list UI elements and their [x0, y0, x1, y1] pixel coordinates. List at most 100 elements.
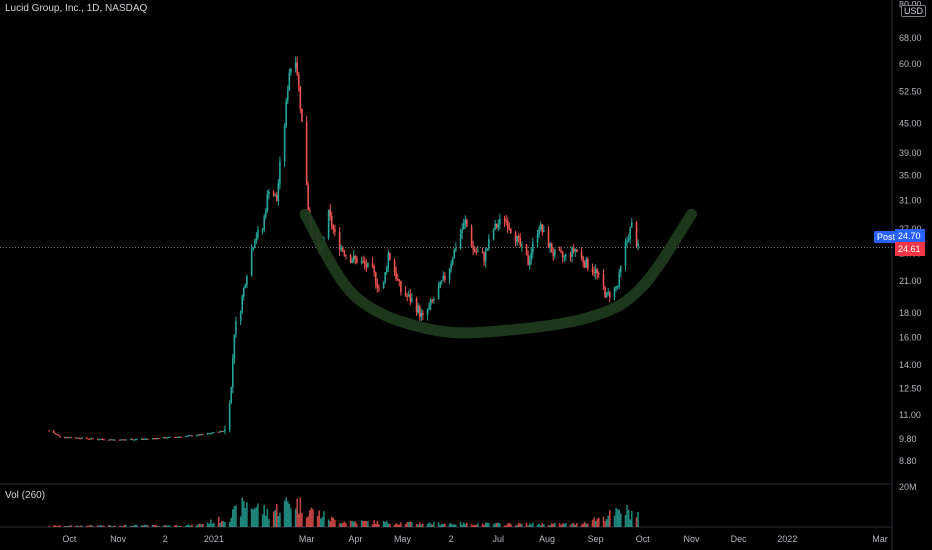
candle-body: [484, 250, 487, 262]
candle-body: [166, 437, 168, 439]
candle-body: [393, 259, 396, 273]
volume-bar: [114, 525, 116, 527]
volume-bar: [382, 520, 385, 527]
volume-bar: [140, 525, 143, 527]
candle-body: [345, 255, 347, 257]
volume-bar: [57, 525, 60, 527]
price-tick-label: 39.00: [899, 148, 922, 158]
volume-bar: [290, 508, 292, 527]
price-tick-label: 8.80: [899, 456, 917, 466]
candle-body: [70, 437, 72, 439]
candle-body: [385, 267, 388, 273]
candle-body: [305, 121, 308, 186]
candle-body: [517, 235, 520, 239]
candle-body: [211, 432, 214, 434]
volume-bar: [455, 524, 457, 527]
candle-body: [451, 258, 454, 264]
candle-body: [283, 125, 286, 162]
volume-bar: [54, 525, 57, 527]
candle-body: [263, 216, 266, 230]
volume-bar: [393, 524, 396, 527]
candle-body: [220, 430, 223, 432]
volume-bar: [378, 524, 380, 527]
candle-body: [210, 433, 212, 435]
volume-bar: [385, 520, 388, 527]
volume-bar: [219, 522, 222, 527]
volume-bar: [230, 517, 233, 527]
candle-body: [327, 209, 330, 239]
volume-bar: [420, 524, 423, 527]
volume-bar: [195, 525, 198, 527]
volume-bar: [494, 523, 496, 527]
volume-bar: [521, 523, 523, 527]
candle-body: [444, 275, 446, 280]
candle-body: [67, 437, 69, 439]
candle-body: [85, 437, 88, 439]
volume-bar: [340, 523, 342, 527]
candle-body: [158, 437, 160, 439]
candle-body: [569, 254, 572, 257]
candle-body: [462, 223, 465, 230]
volume-bar: [607, 515, 610, 527]
candle-body: [241, 296, 244, 313]
candle-body: [120, 439, 123, 441]
volume-bar: [604, 521, 606, 527]
candle-body: [169, 436, 171, 438]
volume-max-label: 20M: [899, 482, 917, 492]
volume-bar: [442, 524, 445, 527]
volume-bar: [461, 524, 463, 527]
candle-body: [558, 249, 561, 252]
candle-body: [418, 306, 421, 317]
candle-body: [268, 191, 270, 195]
volume-bar: [89, 524, 91, 527]
volume-bar: [444, 523, 446, 527]
symbol-title: Lucid Group, Inc., 1D, NASDAQ: [5, 3, 148, 14]
candle-body: [429, 300, 432, 306]
candle-body: [627, 239, 630, 241]
candle-body: [184, 436, 187, 438]
candle-body: [231, 358, 234, 388]
volume-bar: [450, 523, 452, 527]
candle-body: [585, 258, 588, 268]
time-tick-label: Nov: [683, 534, 700, 544]
volume-bar: [206, 522, 209, 527]
candle-body: [387, 252, 390, 268]
price-tick-label: 45.00: [899, 118, 922, 128]
candle-body: [428, 305, 430, 310]
volume-bar: [510, 523, 512, 527]
volume-bar: [301, 512, 303, 527]
volume-bar: [374, 523, 377, 527]
candle-body: [167, 437, 170, 439]
candle-body: [378, 287, 380, 289]
candle-body: [503, 219, 506, 221]
candle-body: [499, 219, 501, 225]
currency-badge[interactable]: USD: [900, 5, 926, 17]
candle-body: [363, 261, 366, 265]
volume-bar: [92, 525, 94, 527]
candle-body: [340, 247, 342, 250]
candle-body: [549, 243, 551, 248]
price-tick-label: 16.00: [899, 332, 922, 342]
volume-bar: [79, 525, 82, 527]
volume-bar: [202, 523, 204, 527]
volume-bar: [549, 525, 551, 527]
volume-bar: [373, 520, 375, 527]
cup-annotation: [299, 208, 697, 339]
volume-bar: [101, 525, 104, 527]
candle-body: [294, 62, 297, 69]
candle-body: [492, 229, 495, 240]
candle-body: [605, 292, 608, 298]
candle-body: [420, 313, 423, 317]
volume-bar: [503, 525, 506, 527]
volume-bar: [266, 508, 269, 527]
candle-body: [98, 439, 101, 441]
candle-body: [382, 282, 385, 289]
volume-bar: [528, 523, 531, 527]
candle-body: [389, 252, 391, 260]
candle-body: [123, 439, 126, 441]
volume-bar: [406, 522, 408, 527]
candle-body: [87, 438, 90, 440]
candle-body: [609, 292, 611, 298]
price-tick-label: 60.00: [899, 59, 922, 69]
candle-body: [594, 269, 597, 274]
